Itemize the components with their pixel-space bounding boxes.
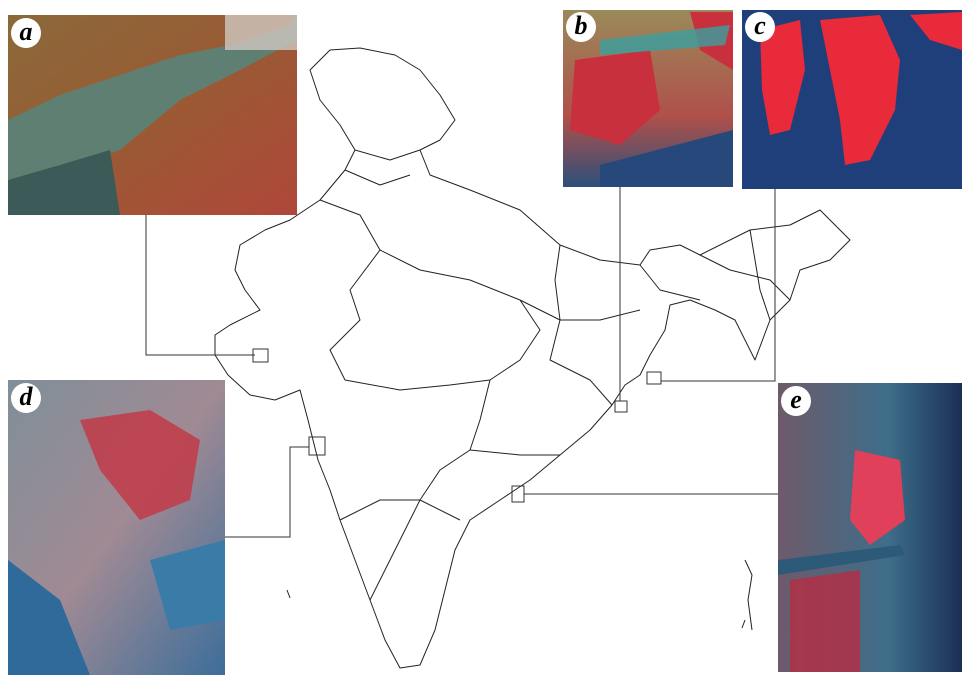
panel-label: e <box>790 385 802 414</box>
inset-b: b <box>563 10 733 187</box>
inset-e: e <box>778 383 962 672</box>
figure: a b c d e <box>0 0 966 678</box>
panel-label: a <box>20 17 33 46</box>
connectors <box>146 187 778 537</box>
inset-c: c <box>742 10 962 189</box>
inset-d: d <box>8 380 225 675</box>
panel-label: b <box>575 11 588 40</box>
panel-label: c <box>754 11 766 40</box>
panel-label: d <box>20 382 34 411</box>
inset-a: a <box>8 15 297 215</box>
